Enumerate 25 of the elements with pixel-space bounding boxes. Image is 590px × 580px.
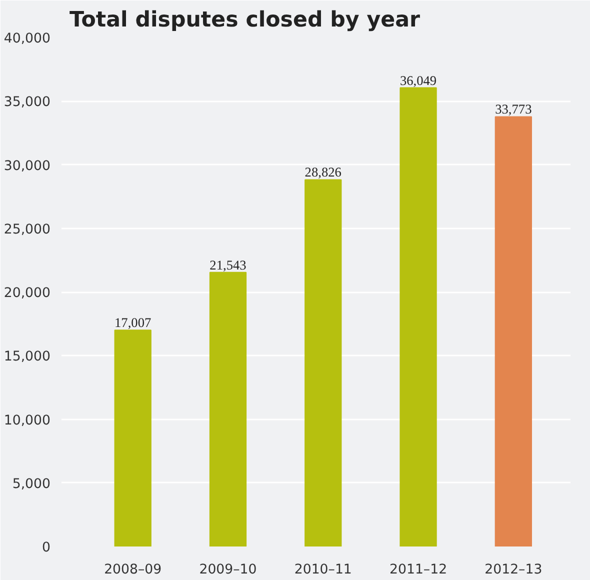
chart-title: Total disputes closed by year [70,8,421,32]
x-tick-label: 2008–09 [104,562,162,578]
y-tick-label: 25,000 [4,222,51,238]
bar [209,272,247,546]
y-tick-label: 15,000 [4,350,51,365]
y-tick-label: 10,000 [4,413,51,428]
bar [114,330,152,546]
data-label: 17,007 [114,315,152,330]
x-tick-label: 2009–10 [199,562,257,578]
y-tick-label: 40,000 [4,32,51,46]
y-tick-label: 30,000 [4,158,51,174]
y-tick-label: 5,000 [12,476,50,492]
bar [304,179,342,546]
x-tick-label: 2010–11 [294,562,352,578]
y-tick-label: 35,000 [4,95,51,110]
bar [400,87,437,546]
x-tick-label: 2012–13 [484,562,542,578]
data-label: 28,826 [304,164,342,180]
data-label: 33,773 [495,102,532,117]
bar [494,116,532,546]
x-tick-label: 2011–12 [390,562,448,578]
data-label: 36,049 [400,72,437,88]
data-label: 21,543 [210,257,247,272]
y-tick-label: 0 [42,540,51,556]
y-tick-label: 20,000 [4,286,51,301]
